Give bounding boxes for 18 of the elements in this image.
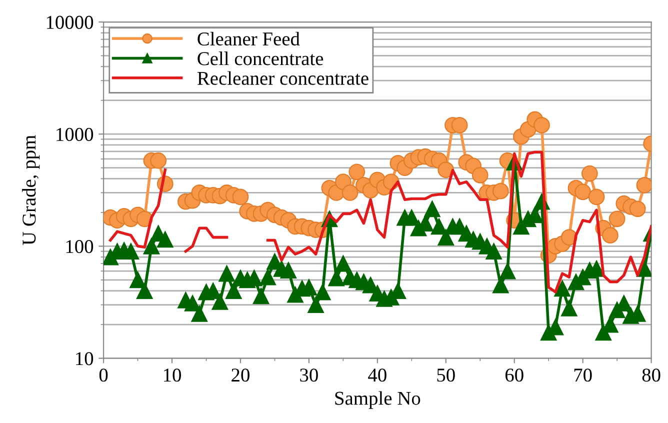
legend-label: Cleaner Feed [198,32,300,46]
x-tick-label: 80 [642,368,660,382]
y-tick-label: 1000 [56,128,94,142]
x-tick-label: 10 [164,368,181,382]
y-tick-label: 10000 [46,16,94,29]
y-axis-title: U Grade, ppm [22,135,40,246]
x-axis-title: Sample No [335,391,420,409]
x-tick-label: 30 [300,368,318,382]
x-tick-label: 0 [99,368,108,382]
x-tick-label: 50 [437,368,455,382]
x-tick-label: 40 [368,368,386,382]
x-tick-label: 20 [232,368,250,382]
y-tick-label: 10 [76,352,94,366]
legend-label: Recleaner concentrate [197,71,368,85]
x-tick-label: 60 [505,368,524,382]
y-tick-label: 100 [66,240,94,254]
legend-label: Cell concentrate [198,52,324,66]
x-tick-label: 70 [574,368,592,382]
